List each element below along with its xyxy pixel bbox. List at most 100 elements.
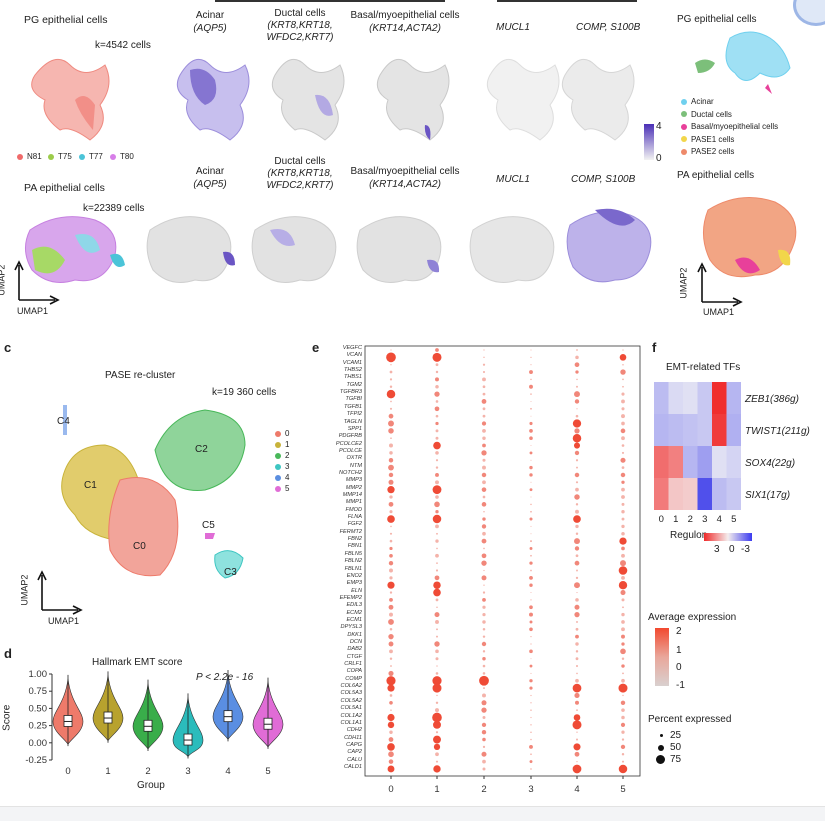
dot-OXTR-4 [575, 459, 579, 462]
heatmap-cell [683, 446, 698, 478]
dot-MMP3-1 [435, 480, 439, 485]
gene-label: PCOLCE [338, 447, 362, 454]
panel-c-letter: c [4, 340, 12, 355]
dot-MMP14-5 [621, 495, 625, 499]
row2-umap-acinar [146, 216, 235, 283]
dot-ENO2-5 [621, 575, 625, 580]
panel-d-xlabel: Group [137, 780, 165, 791]
cluster-label-c2: C2 [195, 444, 208, 455]
row2-axes-arrows [14, 260, 60, 305]
dot-FGF2-2 [481, 524, 487, 529]
dot-FMOD-5 [621, 510, 625, 514]
panel-c-umap1-label: UMAP1 [48, 616, 80, 626]
row1-umap-acinar [176, 58, 250, 141]
celltype-legend-label: PASE2 cells [691, 147, 735, 156]
dot-FBLN5-4 [575, 554, 579, 558]
gene-label: ENO2 [346, 572, 362, 579]
dot-DKK1-2 [482, 635, 486, 638]
gene-label: COMP [345, 675, 362, 682]
dot-FBN1-5 [621, 546, 625, 551]
dot-FBLN2-2 [481, 560, 487, 566]
dot-COMP-4 [575, 678, 579, 683]
dot-COL5A3-2 [482, 693, 486, 698]
dot-TGFB1-5 [621, 407, 625, 411]
dot-TGFBI-2 [481, 399, 487, 404]
dot-FBLN1-0 [389, 568, 393, 573]
dot-TGFBI-3 [530, 400, 532, 402]
avg-tick-0: 0 [676, 662, 682, 673]
heatmap-col-label: 5 [731, 514, 736, 525]
dot-FERMT2-0 [389, 532, 393, 535]
dot-ECM2-3 [529, 612, 533, 617]
cluster-label-c5: C5 [202, 520, 215, 531]
dot-TAGLN-2 [481, 421, 487, 426]
dot-FGF2-1 [435, 524, 439, 529]
right-row1-umap [695, 31, 791, 94]
legend-dot [79, 153, 85, 160]
dot-ECM1-1 [435, 620, 439, 624]
dot-CDH2-4 [576, 731, 578, 733]
dot-COL5A2-1 [435, 701, 439, 705]
dot-CDH2-1 [435, 731, 439, 734]
gene-label: TGFBR3 [339, 389, 362, 396]
celltype-legend-item: Basal/myoepithelial cells [681, 122, 778, 131]
row1-umap-comp [561, 58, 635, 141]
dot-COPA-4 [576, 672, 578, 675]
dot-MMP1-0 [388, 501, 394, 507]
violin-plot: 1.00 0.75 0.50 0.25 0.00 -0.25 0 1 2 3 4 5 [25, 669, 284, 777]
pct-tick-25: 25 [670, 730, 682, 741]
dot-THBS2-2 [482, 370, 486, 374]
dot-PDGFRB-2 [482, 436, 486, 440]
dot-PCOLCE2-2 [482, 443, 486, 448]
corner-badge-icon[interactable] [793, 0, 825, 26]
dot-DPYSL3-1 [436, 628, 438, 631]
cluster-legend-label: 3 [285, 462, 290, 471]
sample-legend-t77: T77 [79, 152, 103, 161]
row2-umap-basal [356, 216, 442, 283]
dot-ECM1-5 [621, 620, 625, 624]
dot-ENO2-2 [481, 575, 487, 581]
dot-plot: 0 1 2 3 4 5 [364, 345, 641, 795]
dot-TAGLN-1 [435, 421, 439, 426]
dot-COL5A3-3 [530, 694, 532, 697]
x-tick-label: 2 [481, 784, 486, 795]
dot-CAP2-2 [481, 751, 487, 757]
dot-CALU-4 [576, 760, 578, 763]
row1-k-label: k=4542 cells [95, 40, 151, 51]
row2-title: PA epithelial cells [24, 182, 105, 194]
x-tick-label: 1 [105, 766, 110, 777]
dot-TAGLN-5 [621, 421, 625, 426]
dot-NTM-1 [435, 466, 439, 469]
gene-label: FBLN1 [344, 565, 362, 572]
dot-FLNA-0 [387, 515, 395, 523]
gene-label: COL1A1 [340, 719, 362, 726]
gene-label: CAPG [346, 741, 362, 748]
dot-VEGFC-5 [622, 349, 624, 351]
dot-MMP14-3 [530, 496, 532, 498]
dot-CAP2-1 [435, 752, 439, 757]
dot-CRLF1-3 [529, 664, 533, 668]
dot-DPYSL3-0 [389, 628, 393, 631]
dot-PCOLCE-0 [389, 451, 393, 455]
heatmap-cell [668, 446, 683, 478]
dot-COPA-1 [435, 672, 439, 675]
dot-MMP14-4 [574, 494, 580, 500]
dot-FERMT2-3 [530, 533, 532, 535]
dot-ENO2-4 [575, 576, 579, 580]
dot-FLNA-4 [573, 515, 581, 523]
dot-COL5A3-1 [436, 694, 438, 697]
dot-EMP3-0 [387, 581, 395, 589]
celltype-legend-item: Acinar [681, 97, 714, 106]
sample-legend-n81: N81 [17, 152, 42, 161]
gene-label: COL5A2 [340, 697, 362, 704]
r1-marker-acinar-name: Acinar [195, 10, 225, 21]
dot-TGFBR3-3 [530, 393, 532, 395]
heatmap-cell [697, 446, 712, 478]
dot-COL5A2-5 [620, 700, 626, 706]
dot-ELN-5 [620, 590, 626, 596]
legend-dot [681, 123, 687, 130]
x-tick-label: 0 [65, 766, 70, 777]
dot-MMP3-0 [388, 479, 394, 485]
dot-FERMT2-4 [575, 532, 579, 535]
row2-umap-comp [566, 208, 652, 283]
